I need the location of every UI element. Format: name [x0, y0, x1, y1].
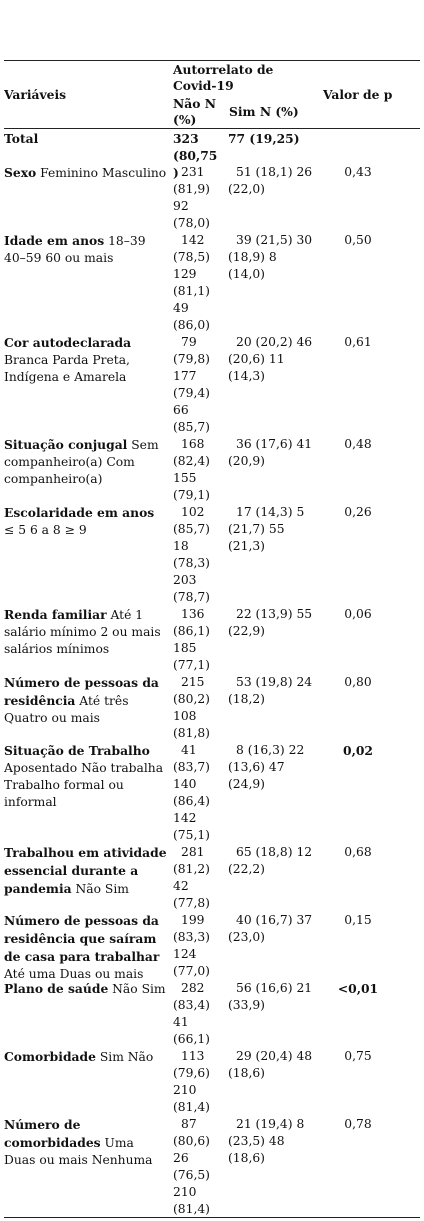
nao-cell: 113 (79,6) 210 (81,4) — [173, 1049, 210, 1114]
nao-cell: 281 (81,2) 42 (77,8) — [173, 845, 210, 910]
p-value-cell: <0,01 — [337, 981, 379, 996]
variable-categories: Até uma Duas ou mais — [4, 967, 144, 981]
sim-cell: 8 (16,3) 22 (13,6) 47 (24,9) — [228, 743, 305, 791]
variable-name: Número de pessoas da residência que saír… — [4, 913, 160, 964]
variable-categories: Sem companheiro(a) Com companheiro(a) — [4, 438, 159, 486]
variable-categories: 18–39 40–59 60 ou mais — [4, 234, 146, 265]
p-value-cell: 0,78 — [344, 1117, 372, 1131]
header-valor-p: Valor de p — [323, 87, 393, 102]
variable-categories: ≤ 5 6 a 8 ≥ 9 — [4, 523, 87, 537]
variable-name: Comorbidade — [4, 1049, 96, 1064]
variable-cell: Número de pessoas da residência Até três… — [4, 674, 168, 727]
sim-cell: 56 (16,6) 21 (33,9) — [228, 981, 313, 1012]
nao-cell: 323 (80,75) — [173, 131, 218, 180]
variable-cell: Número de comorbidades Uma Duas ou mais … — [4, 1116, 168, 1169]
variable-cell: Número de pessoas da residência que saír… — [4, 912, 168, 983]
variable-name: Escolaridade em anos — [4, 505, 155, 520]
variable-cell: Situação conjugal Sem companheiro(a) Com… — [4, 436, 168, 488]
header-group-title: Autorrelato de Covid-19 — [173, 62, 274, 93]
nao-cell: 79 (79,8) 177 (79,4) 66 (85,7) — [173, 335, 210, 434]
variable-categories: Até três Quatro ou mais — [4, 694, 129, 725]
sim-cell: 51 (18,1) 26 (22,0) — [228, 165, 313, 196]
p-value-cell: 0,02 — [343, 743, 373, 758]
variable-categories: Até 1 salário mínimo 2 ou mais salários … — [4, 608, 161, 656]
p-value-cell: 0,61 — [344, 335, 372, 349]
variable-name: Número de comorbidades — [4, 1117, 101, 1150]
variable-categories: Sim Não — [95, 1050, 154, 1064]
variable-categories: Não Sim — [71, 882, 129, 896]
variable-name: Sexo — [4, 165, 37, 180]
nao-cell: 102 (85,7) 18 (78,3) 203 (78,7) — [173, 505, 210, 604]
variable-categories: Aposentado Não trabalha Trabalho formal … — [4, 761, 164, 809]
variable-categories: Não Sim — [108, 982, 166, 996]
sim-cell: 40 (16,7) 37 (23,0) — [228, 913, 313, 944]
p-value-cell: 0,75 — [344, 1049, 372, 1063]
variable-cell: Total — [4, 130, 168, 148]
variable-cell: Comorbidade Sim Não — [4, 1048, 168, 1066]
p-value-cell: 0,50 — [344, 233, 372, 247]
variable-cell: Renda familiar Até 1 salário mínimo 2 ou… — [4, 606, 168, 658]
variable-name: Situação conjugal — [4, 437, 128, 452]
table-bottom-rule — [4, 1217, 420, 1218]
sim-cell: 29 (20,4) 48 (18,6) — [228, 1049, 313, 1080]
variable-name: Total — [4, 131, 39, 146]
header-bottom-rule — [4, 128, 420, 129]
variable-cell: Plano de saúde Não Sim — [4, 980, 168, 998]
variable-name: Cor autodeclarada — [4, 335, 132, 350]
variable-name: Idade em anos — [4, 233, 105, 248]
variable-categories: Feminino Masculino — [36, 166, 167, 180]
variable-cell: Trabalhou em atividade essencial durante… — [4, 844, 168, 898]
p-value-cell: 0,06 — [344, 607, 372, 621]
variable-cell: Escolaridade em anos ≤ 5 6 a 8 ≥ 9 — [4, 504, 168, 539]
p-value-cell: 0,43 — [344, 165, 372, 179]
table-top-rule — [4, 60, 420, 61]
header-col-sim: Sim N (%) — [229, 104, 299, 119]
variable-cell: Cor autodeclarada Branca Parda Preta, In… — [4, 334, 168, 386]
variable-cell: Sexo Feminino Masculino — [4, 164, 168, 182]
p-value-cell: 0,15 — [344, 913, 372, 927]
sim-cell: 20 (20,2) 46 (20,6) 11 (14,3) — [228, 335, 313, 383]
nao-cell: 41 (83,7) 140 (86,4) 142 (75,1) — [173, 743, 210, 842]
sim-cell: 77 (19,25) — [228, 131, 300, 146]
sim-cell: 53 (19,8) 24 (18,2) — [228, 675, 313, 706]
variable-name: Plano de saúde — [4, 981, 109, 996]
variable-cell: Situação de Trabalho Aposentado Não trab… — [4, 742, 168, 811]
variable-categories: Branca Parda Preta, Indígena e Amarela — [4, 353, 130, 384]
p-value-cell: 0,48 — [344, 437, 372, 451]
variable-name: Situação de Trabalho — [4, 743, 150, 758]
sim-cell: 39 (21,5) 30 (18,9) 8 (14,0) — [228, 233, 313, 281]
sim-cell: 21 (19,4) 8 (23,5) 48 (18,6) — [228, 1117, 305, 1165]
variable-cell: Idade em anos 18–39 40–59 60 ou mais — [4, 232, 168, 267]
variable-name: Número de pessoas da residência — [4, 675, 159, 708]
p-value-cell: 0,80 — [344, 675, 372, 689]
nao-cell: 215 (80,2) 108 (81,8) — [173, 675, 210, 740]
p-value-cell: 0,26 — [344, 505, 372, 519]
variable-name: Trabalhou em atividade essencial durante… — [4, 845, 167, 896]
nao-cell: 136 (86,1) 185 (77,1) — [173, 607, 210, 672]
nao-cell: 87 (80,6) 26 (76,5) 210 (81,4) — [173, 1117, 210, 1216]
nao-cell: 282 (83,4) 41 (66,1) — [173, 981, 210, 1046]
nao-cell: 168 (82,4) 155 (79,1) — [173, 437, 210, 502]
sim-cell: 65 (18,8) 12 (22,2) — [228, 845, 313, 876]
nao-cell: 231 (81,9) 92 (78,0) — [173, 165, 210, 230]
sim-cell: 17 (14,3) 5 (21,7) 55 (21,3) — [228, 505, 305, 553]
nao-cell: 199 (83,3) 124 (77,0) — [173, 913, 210, 978]
sim-cell: 36 (17,6) 41 (20,9) — [228, 437, 313, 468]
variable-name: Renda familiar — [4, 607, 107, 622]
nao-cell: 142 (78,5) 129 (81,1) 49 (86,0) — [173, 233, 210, 332]
sim-cell: 22 (13,9) 55 (22,9) — [228, 607, 313, 638]
header-variaveis: Variáveis — [4, 87, 67, 102]
variable-categories: Uma Duas ou mais Nenhuma — [4, 1136, 153, 1167]
header-col-nao: Não N (%) — [173, 96, 216, 127]
p-value-cell: 0,68 — [344, 845, 372, 859]
